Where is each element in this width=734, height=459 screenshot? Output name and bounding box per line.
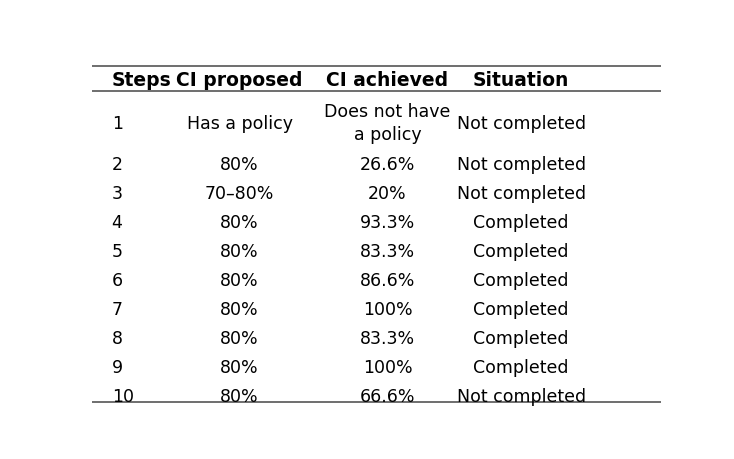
Text: Completed: Completed [473,213,569,231]
Text: 6: 6 [112,271,123,289]
Text: 80%: 80% [220,155,259,173]
Text: 2: 2 [112,155,123,173]
Text: 80%: 80% [220,358,259,376]
Text: 1: 1 [112,114,123,132]
Text: Does not have
a policy: Does not have a policy [324,103,451,143]
Text: Situation: Situation [473,71,570,90]
Text: 93.3%: 93.3% [360,213,415,231]
Text: 4: 4 [112,213,123,231]
Text: 80%: 80% [220,271,259,289]
Text: 86.6%: 86.6% [360,271,415,289]
Text: 10: 10 [112,387,134,405]
Text: Not completed: Not completed [457,185,586,202]
Text: 8: 8 [112,329,123,347]
Text: Completed: Completed [473,242,569,260]
Text: 80%: 80% [220,387,259,405]
Text: Has a policy: Has a policy [186,114,293,132]
Text: 83.3%: 83.3% [360,242,415,260]
Text: 100%: 100% [363,300,413,318]
Text: Not completed: Not completed [457,114,586,132]
Text: Completed: Completed [473,271,569,289]
Text: CI proposed: CI proposed [176,71,303,90]
Text: 70–80%: 70–80% [205,185,275,202]
Text: 100%: 100% [363,358,413,376]
Text: 20%: 20% [368,185,407,202]
Text: 9: 9 [112,358,123,376]
Text: 80%: 80% [220,329,259,347]
Text: Steps: Steps [112,71,172,90]
Text: 80%: 80% [220,213,259,231]
Text: 7: 7 [112,300,123,318]
Text: Completed: Completed [473,329,569,347]
Text: 83.3%: 83.3% [360,329,415,347]
Text: 5: 5 [112,242,123,260]
Text: 66.6%: 66.6% [360,387,415,405]
Text: 3: 3 [112,185,123,202]
Text: Completed: Completed [473,358,569,376]
Text: 80%: 80% [220,242,259,260]
Text: 26.6%: 26.6% [360,155,415,173]
Text: 80%: 80% [220,300,259,318]
Text: CI achieved: CI achieved [327,71,448,90]
Text: Not completed: Not completed [457,155,586,173]
Text: Completed: Completed [473,300,569,318]
Text: Not completed: Not completed [457,387,586,405]
